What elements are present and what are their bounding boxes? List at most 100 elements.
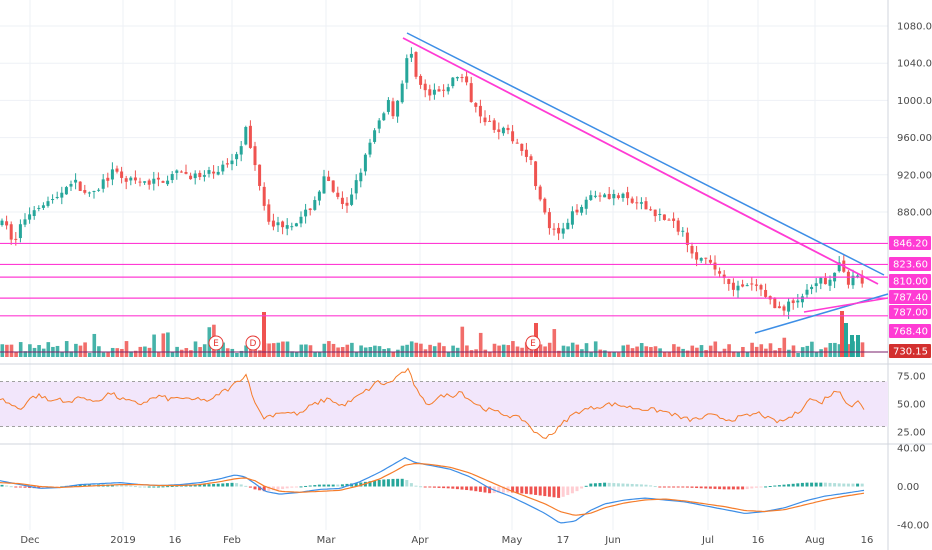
macd-tick-label: 0.00 [897,482,919,493]
macd-histogram-bar [345,483,349,487]
volume-bar [538,344,543,357]
candle-body [304,209,308,217]
candle-body [32,210,36,217]
macd-histogram-bar [386,479,390,487]
candle-body [616,195,620,198]
volume-bar [575,344,580,357]
macd-histogram-bar [359,482,363,487]
volume-bar [607,351,612,357]
candle-body [216,171,220,175]
volume-bar [193,341,198,357]
macd-histogram-bar [78,484,82,487]
volume-bar [626,344,630,357]
candle-body [534,161,538,187]
volume-bar [736,352,741,357]
candle-body [695,252,699,260]
candle-body [92,190,96,192]
volume-bar [18,342,23,357]
volume-bar [294,351,299,357]
macd-histogram-bar [810,482,814,487]
macd-histogram-bar [28,486,32,488]
volume-spike [844,323,848,357]
candle-body [152,178,156,184]
volume-bar [685,350,690,357]
macd-histogram-bar [336,484,340,487]
volume-bar [327,341,331,357]
rsi-band [0,381,888,427]
candle-body [851,275,855,286]
candle-body [97,189,101,191]
macd-histogram-bar [267,486,271,491]
candle-body [524,149,528,157]
macd-histogram-bar [718,486,722,490]
candle-body [699,257,703,261]
volume-bar [285,341,290,357]
macd-histogram-bar [281,486,285,490]
volume-bar [74,343,78,357]
macd-histogram-bar [598,482,602,487]
macd-histogram-bar [566,486,570,496]
macd-histogram-bar [124,485,128,487]
candle-body [230,160,234,165]
candle-body [340,197,344,204]
macd-histogram-bar [529,486,533,495]
candle-body [0,220,4,226]
macd-histogram-bar [846,483,850,487]
candle-body [368,142,372,155]
candle-body [308,208,312,211]
candle-body [520,143,524,151]
candle-body [239,146,243,155]
macd-histogram-bar [814,482,818,487]
volume-bar [814,351,819,357]
candle-body [511,131,515,142]
candle-body [446,87,450,92]
macd-histogram-bar [593,483,597,487]
macd-histogram-bar [354,483,358,487]
macd-histogram-bar [538,486,542,496]
macd-histogram-bar [451,486,455,489]
macd-histogram-bar [837,483,841,487]
volume-bar [423,349,428,357]
macd-histogram-bar [635,484,639,487]
volume-bar [828,342,833,357]
volume-bar [396,349,400,357]
signal-line [0,462,865,516]
price-tag-bg [889,274,931,288]
candle-body [51,199,55,201]
volume-bar [179,349,184,357]
candle-body [345,202,349,206]
volume-bar [708,345,713,357]
macd-histogram-bar [699,486,703,489]
macd-histogram-bar [828,482,832,487]
candle-body [593,195,597,197]
macd-histogram-bar [759,486,763,488]
macd-histogram-bar [120,484,124,487]
volume-bar [731,351,736,357]
macd-histogram-bar [552,486,556,498]
volume-bar [69,351,74,357]
candle-body [759,285,763,290]
macd-histogram-bar [221,483,225,487]
candle-body [198,172,202,178]
macd-histogram-bar [377,479,381,487]
volume-bar [672,344,676,357]
candle-body [386,99,390,112]
macd-histogram-bar [764,486,768,488]
macd-histogram-bar [428,486,432,488]
volume-bar [667,352,672,357]
volume-bar [281,341,285,357]
macd-histogram-bar [327,484,331,487]
macd-histogram-bar [14,486,18,488]
time-tick-label: Dec [20,535,39,546]
candle-body [225,163,229,165]
candle-body [621,193,625,198]
candle-body [294,223,298,227]
macd-histogram-bar [442,486,446,489]
volume-bar [55,345,60,357]
volume-bar [718,351,722,357]
candle-body [515,142,519,144]
macd-histogram-bar [745,486,749,490]
candle-body [83,190,87,193]
candle-body [373,130,377,142]
candle-body [722,274,726,278]
